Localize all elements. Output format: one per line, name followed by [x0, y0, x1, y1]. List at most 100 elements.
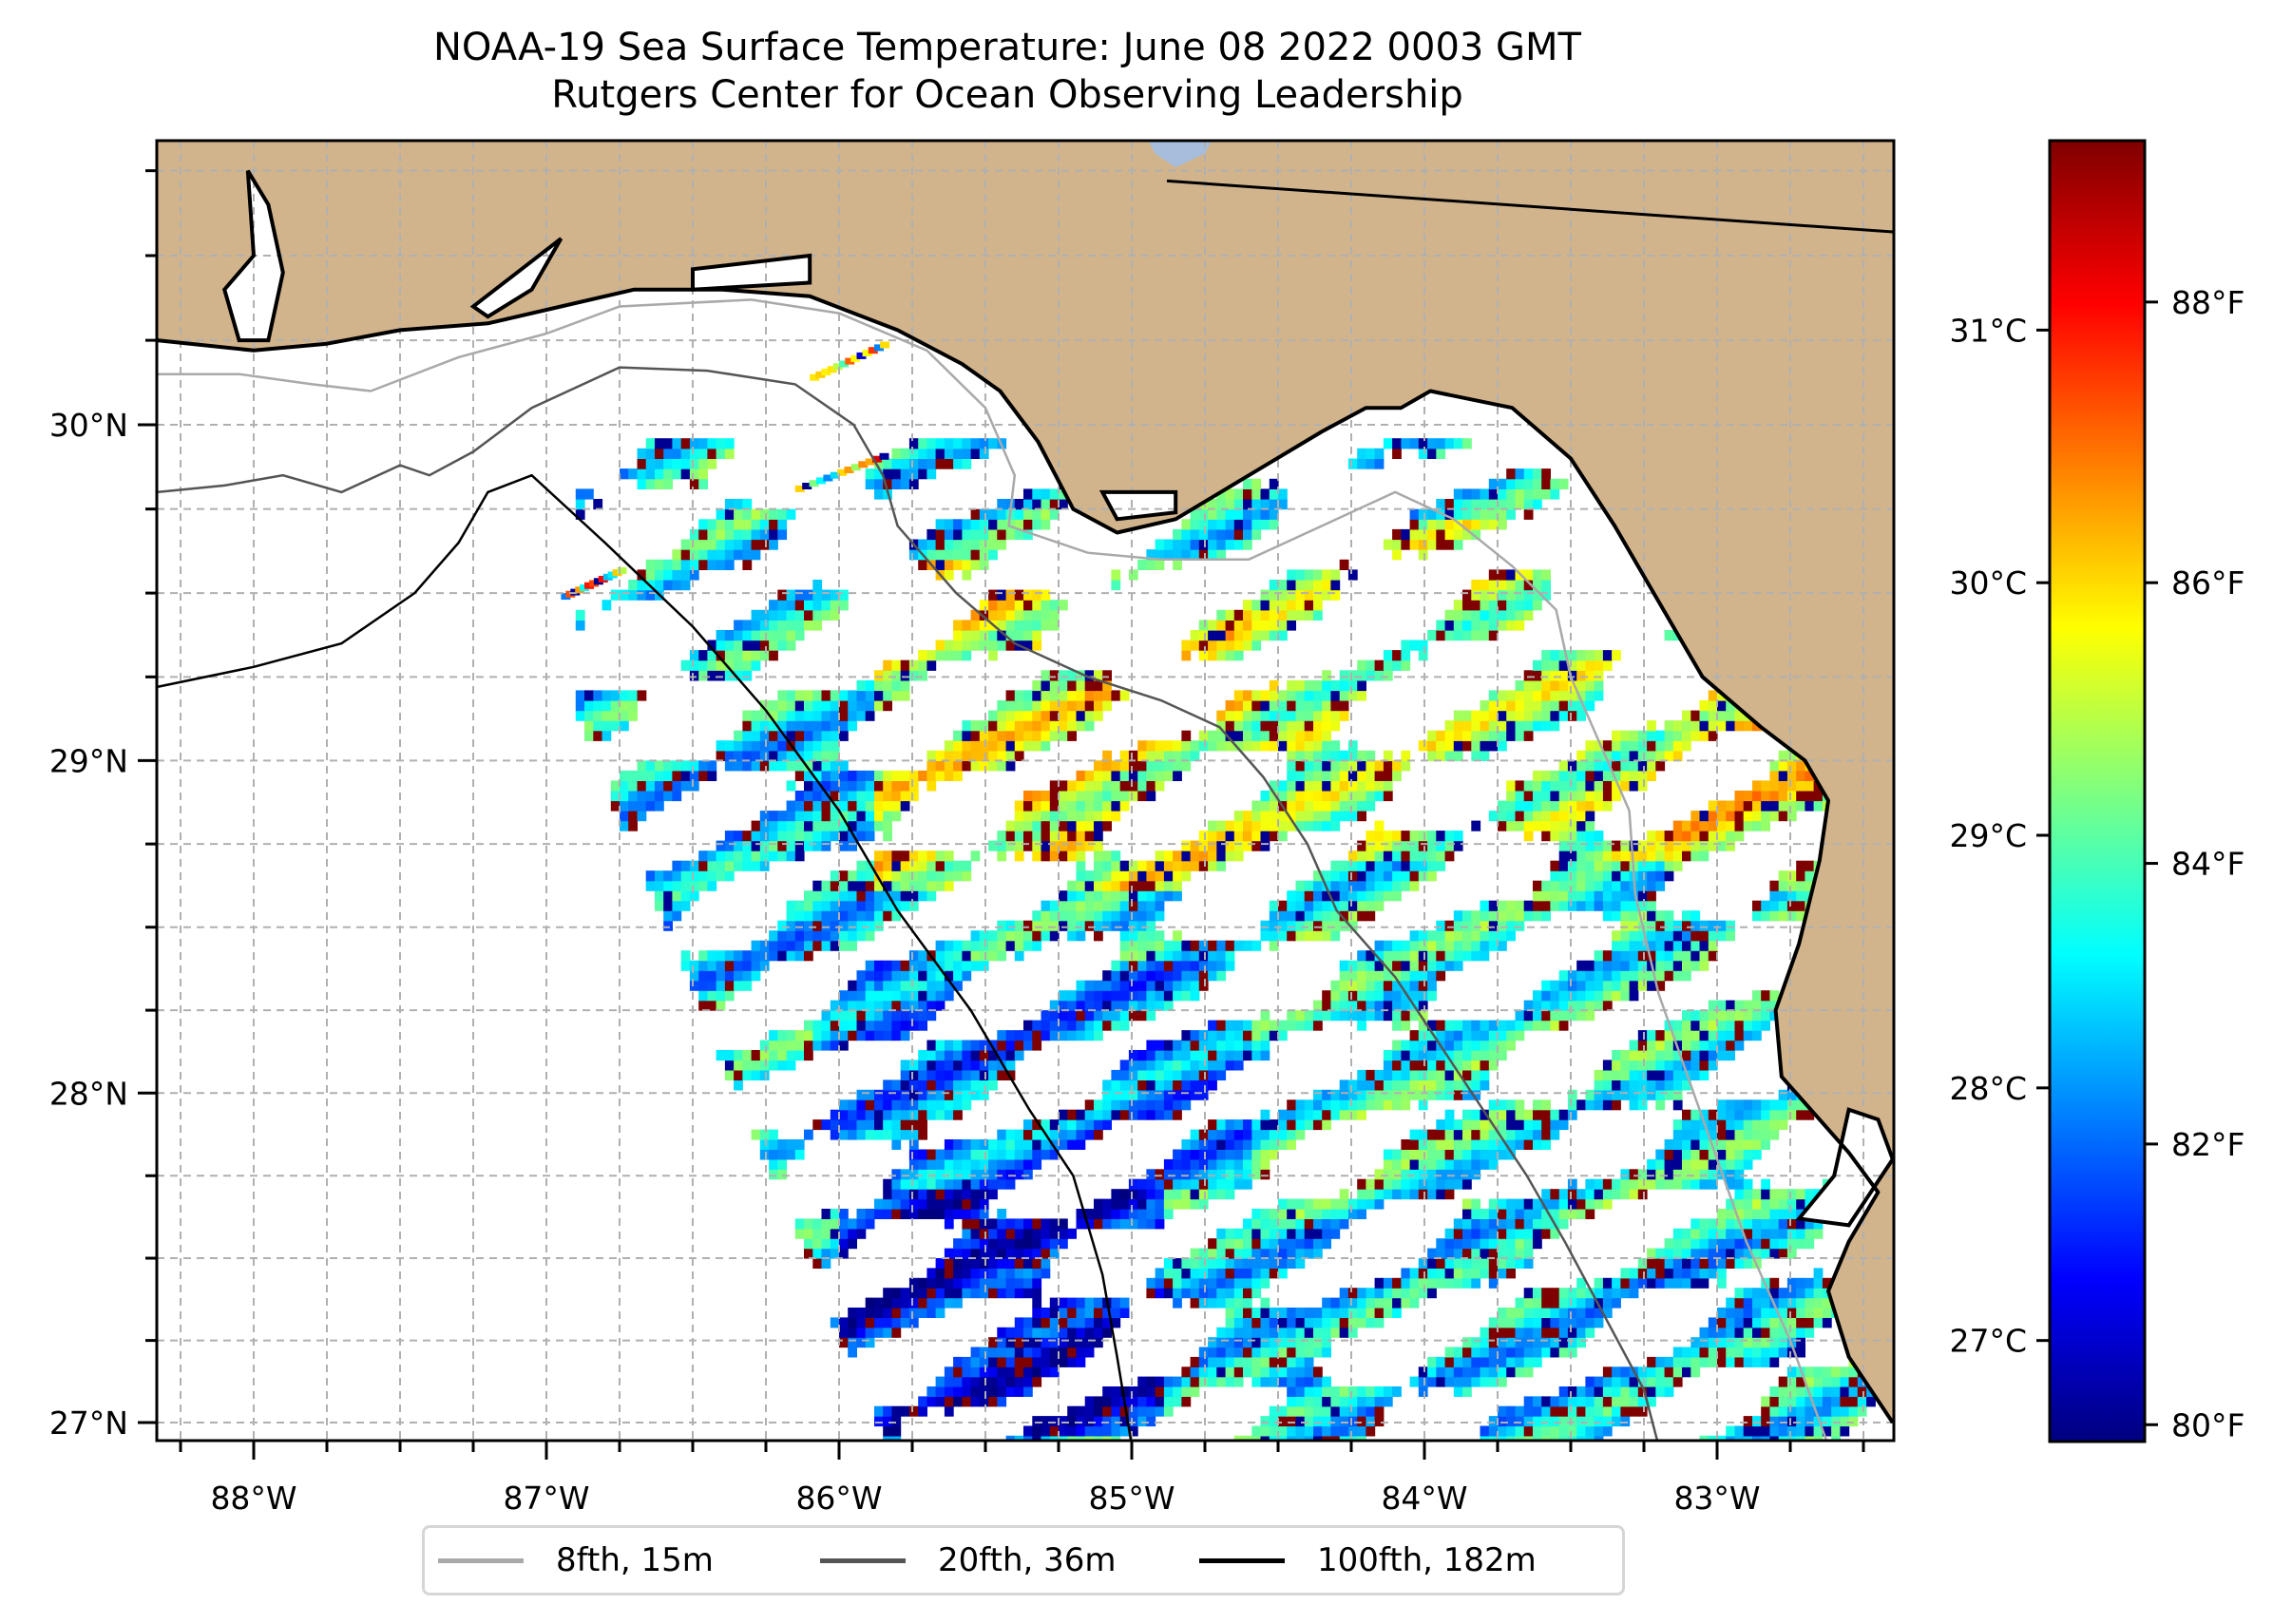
sst-cell [1761, 900, 1770, 911]
sst-cell [865, 980, 875, 991]
sst-cell [1295, 1376, 1306, 1387]
sst-cell [1761, 1228, 1770, 1239]
sst-cell [1198, 1376, 1209, 1387]
sst-cell [1339, 1327, 1349, 1338]
sst-cell [1655, 1069, 1666, 1080]
sst-cell [944, 1109, 954, 1120]
sst-cell [1208, 1238, 1217, 1250]
sst-cell [1339, 1198, 1349, 1210]
sst-cell [908, 950, 919, 962]
sst-cell [1330, 1000, 1341, 1011]
sst-cell [970, 1347, 981, 1358]
sst-cell [1717, 1218, 1727, 1230]
sst-cell [1594, 1405, 1604, 1417]
sst-cell [812, 760, 823, 772]
sst-cell [1805, 1288, 1815, 1299]
sst-cell [1612, 930, 1621, 942]
sst-cell [1119, 900, 1130, 911]
sst-cell [1471, 1109, 1481, 1120]
sst-cell [1374, 890, 1385, 902]
sst-cell [1498, 700, 1507, 712]
sst-cell [979, 1069, 989, 1080]
sst-cell [1726, 1356, 1735, 1367]
sst-cell [1488, 730, 1499, 741]
sst-cell [1743, 1178, 1753, 1190]
sst-cell [1436, 1050, 1446, 1061]
sst-cell [759, 820, 770, 831]
sst-cell [944, 1209, 954, 1219]
sst-cell [1041, 1030, 1051, 1041]
sst-cell [1014, 1258, 1024, 1269]
sst-cell [1805, 1228, 1815, 1239]
sst-cell [1155, 1060, 1165, 1071]
sst-cell [1023, 820, 1033, 831]
sst-cell [1155, 1178, 1165, 1190]
sst-cell [830, 930, 840, 942]
sst-cell [926, 880, 937, 891]
sst-cell [1418, 990, 1428, 1002]
sst-cell [988, 840, 998, 851]
sst-cell [1515, 1238, 1525, 1250]
sst-cell [926, 1277, 937, 1289]
sst-cell [1427, 1189, 1437, 1200]
sst-cell [891, 1189, 902, 1200]
sst-cell [1444, 1268, 1455, 1279]
sst-cell [1198, 730, 1209, 741]
sst-cell [786, 730, 796, 741]
sst-cell [1752, 1020, 1762, 1031]
sst-cell [1585, 860, 1595, 871]
sst-cell [1278, 1109, 1288, 1120]
sst-cell [1146, 1218, 1156, 1230]
sst-cell [1374, 770, 1385, 781]
sst-cell [1243, 1218, 1252, 1230]
sst-cell [1726, 1258, 1735, 1269]
sst-cell [1655, 910, 1666, 922]
sst-cell [786, 1030, 796, 1041]
sst-cell [1690, 1356, 1701, 1367]
sst-cell [883, 791, 892, 802]
sst-cell [1102, 850, 1112, 862]
sst-cell [1304, 760, 1314, 772]
sst-cell [1287, 1396, 1296, 1407]
sst-cell [865, 920, 875, 931]
sst-cell [1418, 980, 1428, 991]
sst-cell [794, 1139, 805, 1150]
sst-cell [883, 860, 892, 871]
sst-cell [1023, 1218, 1033, 1230]
sst-cell [734, 980, 743, 991]
sst-cell [883, 1010, 892, 1022]
sst-cell [1023, 1129, 1033, 1140]
sst-cell [1778, 1238, 1788, 1250]
sst-cell [1295, 890, 1306, 902]
sst-cell [1155, 1268, 1165, 1279]
sst-cell [1304, 930, 1314, 942]
sst-cell [1786, 1308, 1797, 1318]
sst-cell [1094, 900, 1103, 911]
sst-cell [1620, 870, 1631, 882]
sst-cell [1128, 970, 1138, 982]
sst-cell [1383, 1050, 1393, 1061]
sst-cell [1084, 910, 1095, 922]
sst-cell [1523, 1297, 1534, 1309]
sst-cell [1014, 1327, 1024, 1338]
sst-cell [1243, 1366, 1252, 1378]
sst-cell [1672, 1248, 1683, 1259]
sst-cell [1637, 1396, 1648, 1407]
sst-cell [1269, 791, 1279, 802]
sst-cell [1339, 1218, 1349, 1230]
sst-cell [724, 831, 735, 842]
sst-cell [1347, 1327, 1358, 1338]
sst-cell [742, 831, 753, 842]
sst-cell [1620, 920, 1631, 931]
sst-cell [1357, 1308, 1366, 1318]
sst-cell [1672, 1020, 1683, 1031]
sst-cell [1269, 730, 1279, 741]
sst-cell [1506, 1425, 1516, 1437]
sst-cell [1357, 1099, 1366, 1111]
sst-cell [1813, 1396, 1824, 1407]
sst-cell [1269, 1020, 1279, 1031]
sst-cell [908, 1158, 919, 1170]
sst-cell [1409, 1040, 1420, 1051]
sst-cell [1567, 1198, 1577, 1210]
sst-cell [1023, 1288, 1033, 1299]
